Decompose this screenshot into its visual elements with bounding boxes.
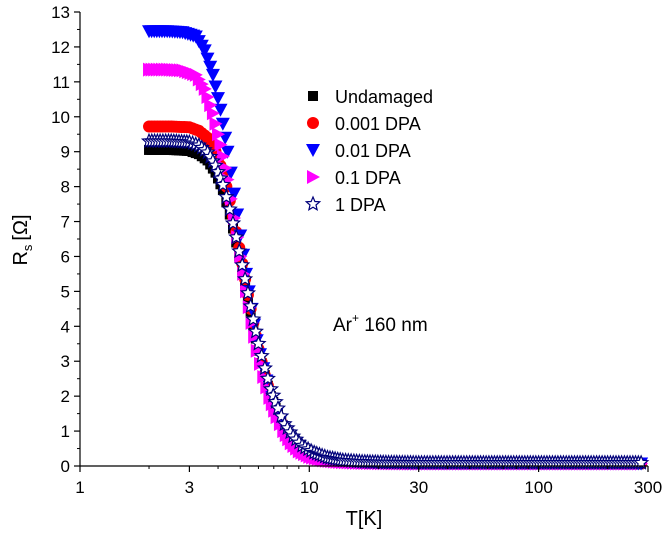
y-axis-title-main: R [10, 251, 32, 265]
data-point-interpolated [208, 80, 223, 94]
data-point-interpolated [248, 329, 262, 344]
x-tick-label: 30 [409, 478, 428, 497]
legend-item-4: 1 DPA [304, 195, 386, 215]
data-point [221, 200, 238, 217]
series-0 [144, 144, 647, 469]
y-tick-label: 1 [61, 422, 70, 441]
y-tick-label: 3 [61, 352, 70, 371]
data-point [228, 228, 245, 245]
data-point [197, 44, 212, 58]
x-axis-title: T[K] [346, 508, 383, 530]
annotation-main: Ar [333, 315, 353, 336]
legend-label: 0.01 DPA [335, 141, 411, 161]
legend-marker [307, 170, 320, 184]
data-point-interpolated [259, 370, 276, 386]
y-tick-label: 2 [61, 387, 70, 406]
data-point [239, 284, 257, 301]
annotation-rest: 160 nm [359, 315, 428, 336]
legend: Undamaged 0.001 DPA 0.01 DPA 0.1 DPA 1 DPA [304, 87, 433, 215]
legend-label: 1 DPA [335, 195, 386, 215]
legend-item-0: Undamaged [308, 87, 433, 107]
data-point [245, 310, 262, 327]
annotation-superscript: + [352, 311, 359, 325]
legend-marker [307, 117, 319, 129]
data-point-interpolated [211, 127, 225, 142]
series-layer [140, 25, 650, 471]
data-point-interpolated [224, 214, 242, 231]
y-axis-title-unit: [Ω] [10, 214, 32, 240]
y-axis-title-subscript: s [20, 244, 35, 251]
data-point [256, 359, 273, 376]
legend-marker [308, 91, 318, 101]
x-tick-label: 300 [634, 478, 662, 497]
y-tick-label: 12 [51, 38, 70, 57]
y-tick-label: 5 [61, 282, 70, 301]
legend-label: 0.001 DPA [335, 114, 421, 134]
y-tick-label: 8 [61, 178, 70, 197]
data-point [227, 187, 242, 201]
y-axis-title: Rs [Ω] [10, 214, 35, 265]
data-point-interpolated [236, 270, 254, 287]
svg-text:Rs[Ω]: Rs [Ω] [10, 214, 35, 265]
legend-item-1: 0.001 DPA [307, 114, 421, 134]
data-point [213, 103, 228, 117]
data-point-interpolated [209, 116, 223, 131]
data-point-interpolated [218, 188, 235, 205]
annotation: Ar+ 160 nm [333, 311, 428, 336]
data-point-interpolated [200, 52, 215, 66]
data-point-interpolated [215, 117, 230, 131]
x-tick-label: 100 [524, 478, 552, 497]
y-tick-label: 13 [51, 3, 70, 22]
data-point [214, 137, 228, 152]
legend-marker [304, 195, 322, 211]
y-tick-label: 9 [61, 143, 70, 162]
x-tick-label: 1 [75, 478, 84, 497]
legend-marker [306, 144, 320, 157]
data-point-interpolated [231, 242, 248, 259]
y-tick-label: 10 [51, 108, 70, 127]
data-point [206, 106, 220, 121]
data-point [214, 176, 232, 192]
data-point [220, 145, 235, 159]
x-tick-label: 10 [300, 478, 319, 497]
y-tick-label: 11 [52, 73, 70, 92]
data-point-interpolated [203, 60, 218, 74]
y-tick-label: 0 [61, 457, 70, 476]
legend-item-3: 0.1 DPA [307, 168, 401, 188]
y-tick-label: 4 [61, 317, 70, 336]
legend-item-2: 0.01 DPA [306, 141, 411, 161]
x-tick-label: 3 [185, 478, 194, 497]
y-tick-label: 6 [61, 247, 70, 266]
data-point-interpolated [210, 92, 225, 106]
data-point [250, 335, 267, 351]
series-4 [140, 132, 650, 470]
data-point [231, 237, 242, 248]
data-point [234, 256, 251, 273]
data-point-interpolated [253, 347, 270, 363]
legend-label: Undamaged [335, 87, 433, 107]
legend-label: 0.1 DPA [335, 168, 401, 188]
data-point [205, 68, 220, 82]
data-point [207, 157, 224, 173]
y-tick-label: 7 [61, 213, 70, 232]
data-point [250, 343, 264, 358]
data-point-interpolated [216, 149, 230, 164]
data-point-interpolated [242, 297, 259, 314]
data-point-interpolated [247, 322, 264, 339]
